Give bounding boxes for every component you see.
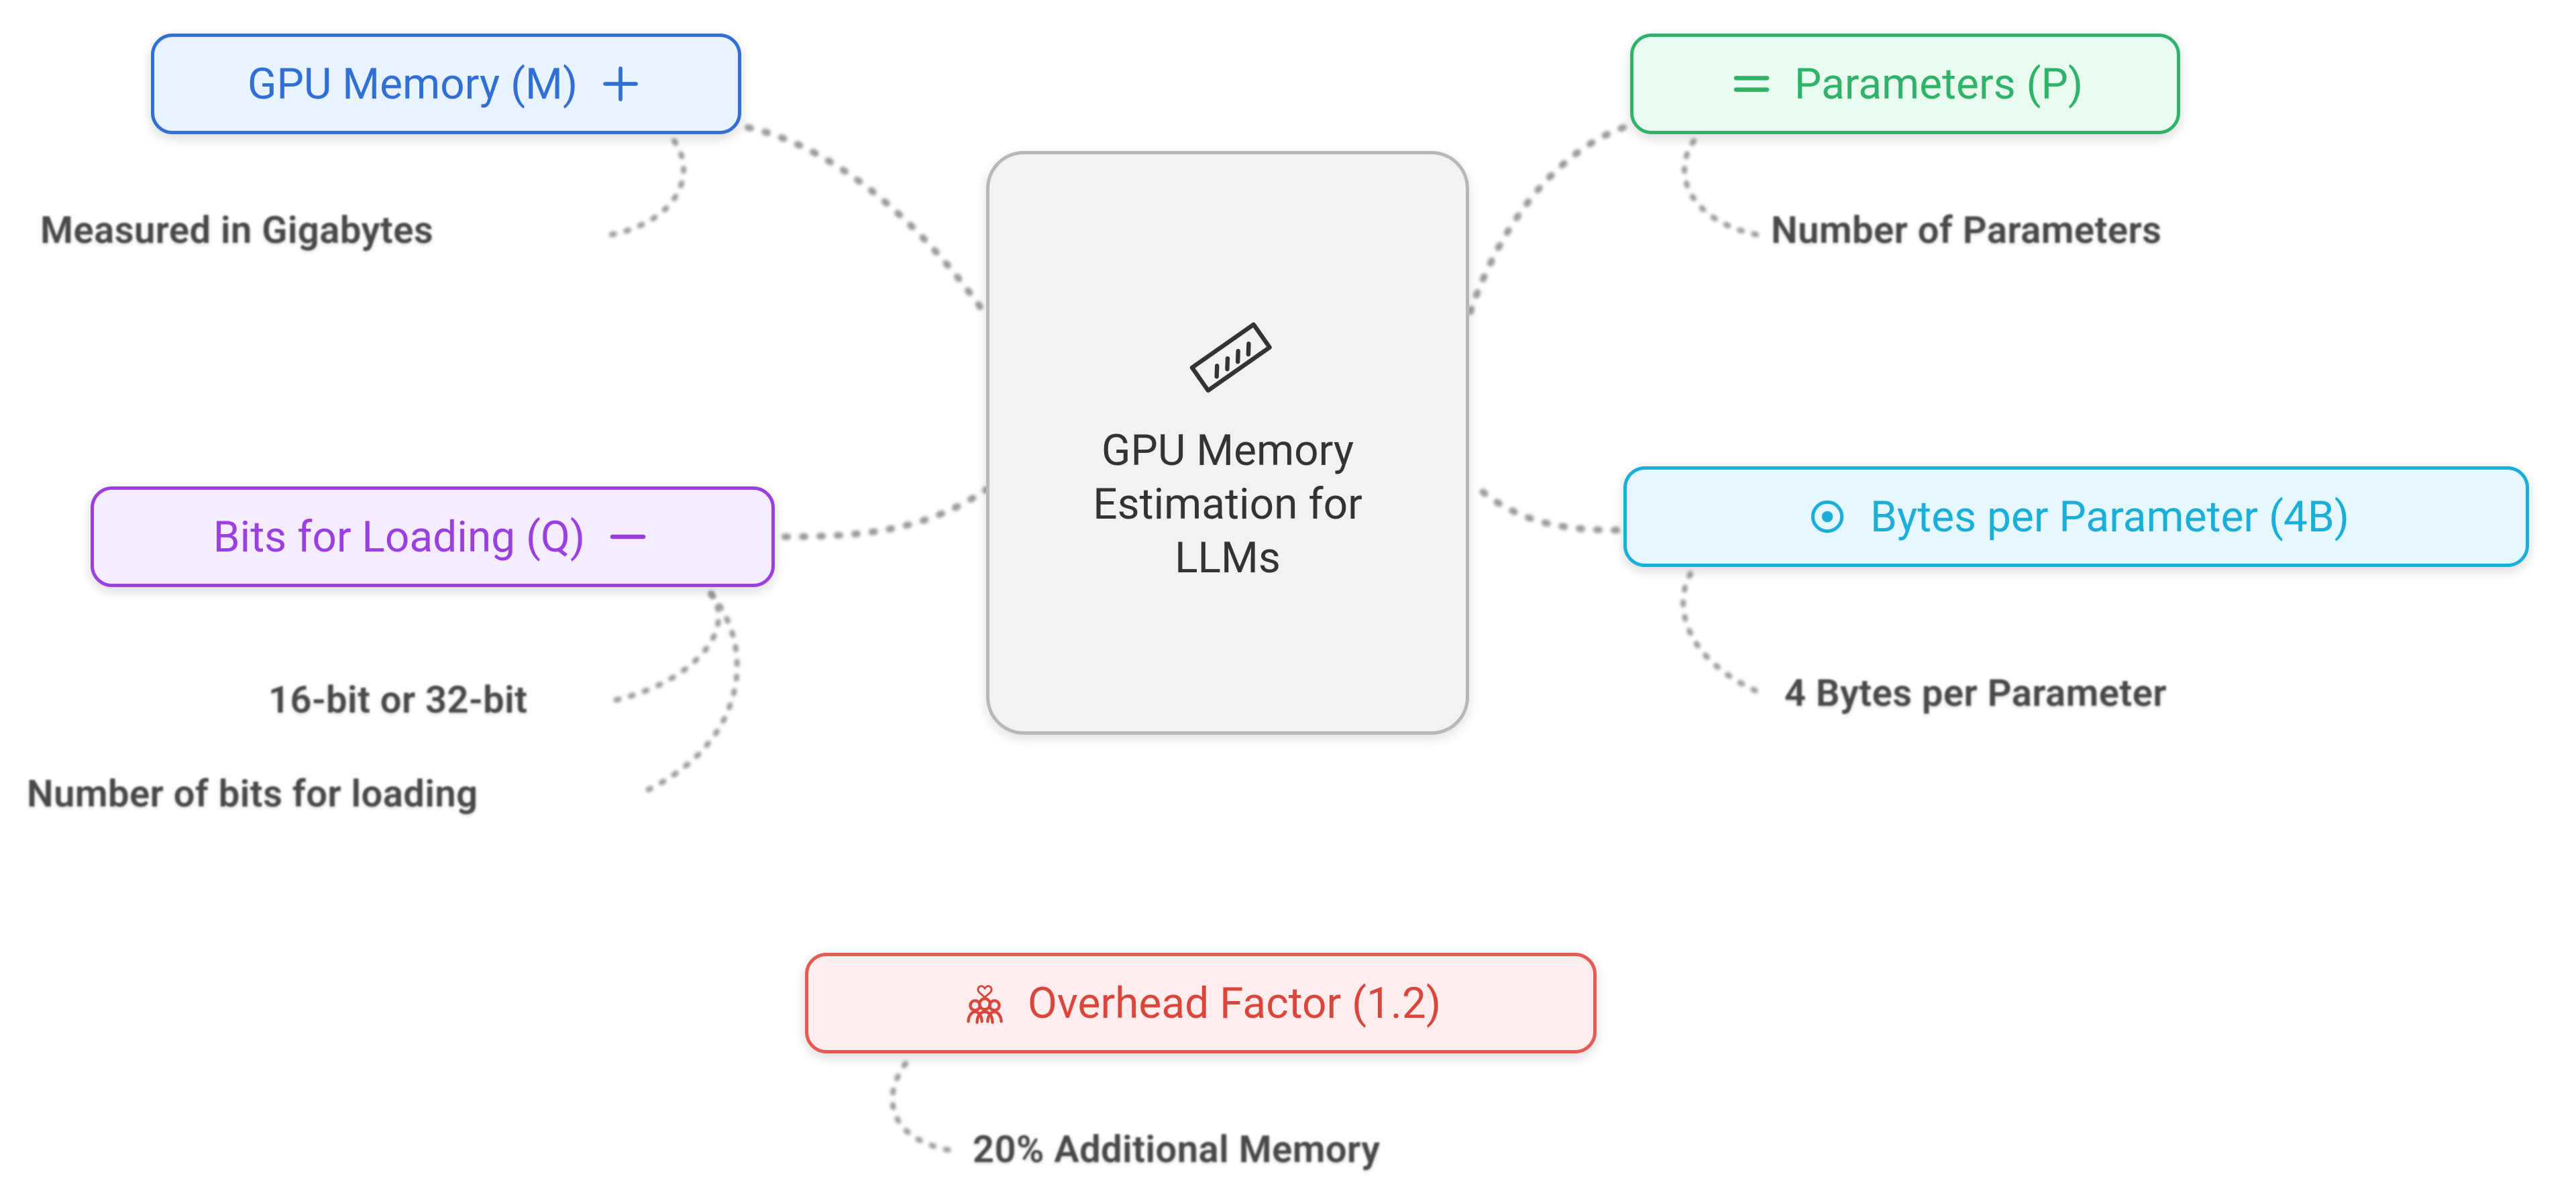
node-gpu-memory-label: GPU Memory (M) bbox=[248, 59, 578, 109]
target-icon bbox=[1803, 492, 1851, 541]
minus-icon bbox=[604, 513, 652, 561]
node-bytes-per-parameter: Bytes per Parameter (4B) bbox=[1623, 466, 2529, 567]
ruler-icon bbox=[1174, 301, 1281, 408]
node-overhead-factor-label: Overhead Factor (1.2) bbox=[1028, 978, 1441, 1029]
node-parameters-label: Parameters (P) bbox=[1794, 59, 2083, 109]
node-bytes-per-parameter-label: Bytes per Parameter (4B) bbox=[1870, 492, 2349, 542]
node-gpu-memory: GPU Memory (M) bbox=[151, 34, 741, 134]
node-bits-loading-label: Bits for Loading (Q) bbox=[213, 512, 585, 562]
subtext-bits-loading-a: 16-bit or 32-bit bbox=[268, 678, 527, 722]
subtext-bytes-per-parameter: 4 Bytes per Parameter bbox=[1784, 671, 2167, 715]
node-overhead-factor: Overhead Factor (1.2) bbox=[805, 953, 1597, 1053]
plus-icon bbox=[596, 60, 645, 108]
people-icon bbox=[961, 979, 1009, 1027]
equals-icon bbox=[1727, 60, 1776, 108]
central-node: GPU Memory Estimation for LLMs bbox=[986, 151, 1469, 735]
subtext-parameters: Number of Parameters bbox=[1771, 208, 2161, 252]
subtext-bits-loading-b: Number of bits for loading bbox=[27, 772, 478, 816]
subtext-overhead-factor: 20% Additional Memory bbox=[973, 1127, 1381, 1171]
node-parameters: Parameters (P) bbox=[1630, 34, 2180, 134]
central-title: GPU Memory Estimation for LLMs bbox=[1040, 424, 1415, 585]
subtext-gpu-memory: Measured in Gigabytes bbox=[40, 208, 433, 252]
node-bits-loading: Bits for Loading (Q) bbox=[91, 486, 775, 587]
